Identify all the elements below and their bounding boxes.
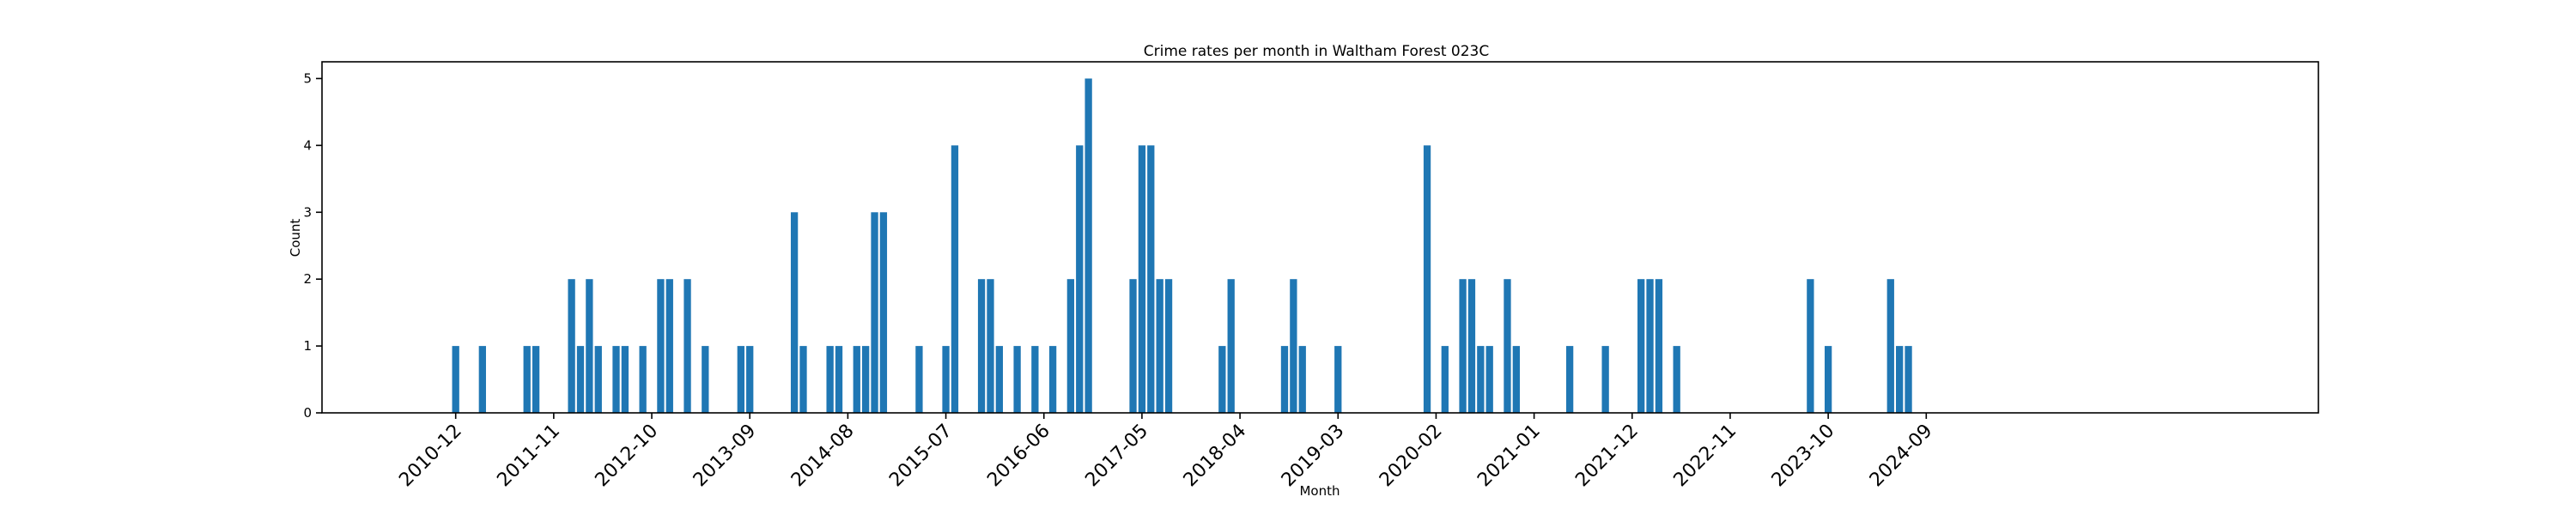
x-tick-label: 2017-05 bbox=[1081, 421, 1152, 492]
y-tick-label: 3 bbox=[303, 204, 312, 220]
x-tick-label: 2010-12 bbox=[395, 421, 466, 492]
bar-2014-11 bbox=[871, 212, 878, 413]
bar-2013-09 bbox=[746, 346, 754, 413]
bar-2014-09 bbox=[853, 346, 860, 413]
x-tick-label: 2013-09 bbox=[690, 421, 761, 492]
bar-2024-07 bbox=[1905, 346, 1912, 413]
x-tick-label: 2024-09 bbox=[1866, 421, 1937, 492]
bar-2020-08 bbox=[1485, 346, 1493, 413]
bar-2021-05 bbox=[1565, 346, 1574, 413]
bar-2014-03 bbox=[799, 346, 807, 413]
bar-2015-11 bbox=[977, 279, 986, 413]
chart-title: Crime rates per month in Waltham Forest … bbox=[1144, 43, 1490, 60]
bar-2012-07 bbox=[621, 346, 629, 413]
bar-2016-05 bbox=[1031, 346, 1039, 413]
bar-2024-06 bbox=[1896, 346, 1904, 413]
x-axis-title: Month bbox=[1299, 483, 1340, 499]
x-tick-label: 2014-08 bbox=[787, 421, 859, 492]
bar-2014-06 bbox=[826, 346, 834, 413]
bar-2012-04 bbox=[594, 346, 602, 413]
bar-2016-11 bbox=[1084, 78, 1092, 413]
bar-2020-10 bbox=[1504, 279, 1511, 413]
bar-2011-03 bbox=[478, 346, 486, 413]
bar-2019-03 bbox=[1334, 346, 1342, 413]
bar-2022-01 bbox=[1637, 279, 1645, 413]
x-tick-label: 2016-06 bbox=[983, 421, 1054, 492]
bar-2016-09 bbox=[1066, 279, 1075, 413]
bar-2020-03 bbox=[1441, 346, 1449, 413]
x-tick-label: 2020-02 bbox=[1376, 421, 1447, 492]
bar-2020-01 bbox=[1423, 145, 1431, 413]
bar-2013-08 bbox=[737, 346, 744, 413]
bar-2022-05 bbox=[1673, 346, 1680, 413]
bar-2014-02 bbox=[790, 212, 799, 413]
bar-2014-10 bbox=[862, 346, 870, 413]
bar-2012-12 bbox=[665, 279, 673, 413]
y-tick-label: 0 bbox=[303, 405, 312, 421]
bar-2013-04 bbox=[702, 346, 709, 413]
bar-2018-10 bbox=[1290, 279, 1297, 413]
x-tick-label: 2012-10 bbox=[592, 421, 663, 492]
bar-2017-06 bbox=[1147, 145, 1155, 413]
bar-2016-01 bbox=[995, 346, 1003, 413]
bar-2022-02 bbox=[1646, 279, 1654, 413]
bar-2023-10 bbox=[1824, 346, 1832, 413]
y-tick-label: 4 bbox=[303, 137, 312, 153]
bar-2012-09 bbox=[639, 346, 647, 413]
bar-2013-02 bbox=[683, 279, 691, 413]
bar-2012-03 bbox=[586, 279, 593, 413]
x-axis: 2010-12 2011-11 2012-10 2013-09 2014-08 2015-… bbox=[395, 413, 1937, 492]
bar-2018-09 bbox=[1280, 346, 1289, 413]
bar-2010-12 bbox=[452, 346, 459, 413]
x-tick-label: 2018-04 bbox=[1180, 421, 1251, 492]
bar-2014-12 bbox=[879, 212, 888, 413]
bar-2021-09 bbox=[1601, 346, 1609, 413]
bar-2020-11 bbox=[1512, 346, 1520, 413]
x-tick-label: 2022-11 bbox=[1670, 421, 1741, 492]
y-axis-title: Count bbox=[288, 219, 303, 258]
bar-2012-01 bbox=[568, 279, 575, 413]
y-tick-label: 1 bbox=[303, 338, 312, 354]
bar-2017-07 bbox=[1156, 279, 1163, 413]
bars-group bbox=[452, 78, 1912, 413]
bar-2017-04 bbox=[1129, 279, 1137, 413]
bar-2018-03 bbox=[1227, 279, 1235, 413]
bar-2020-07 bbox=[1477, 346, 1485, 413]
y-tick-label: 2 bbox=[303, 271, 312, 287]
plot-frame bbox=[321, 61, 2319, 414]
bar-2022-03 bbox=[1655, 279, 1663, 413]
bar-2016-10 bbox=[1076, 145, 1084, 413]
x-tick-label: 2019-03 bbox=[1278, 421, 1349, 492]
bar-2024-05 bbox=[1886, 279, 1894, 413]
bar-2015-04 bbox=[915, 346, 923, 413]
bar-2023-08 bbox=[1807, 279, 1814, 413]
bar-2020-06 bbox=[1467, 279, 1476, 413]
bar-2018-02 bbox=[1218, 346, 1226, 413]
bar-2016-07 bbox=[1048, 346, 1057, 413]
bar-2015-08 bbox=[951, 145, 959, 413]
bar-2020-05 bbox=[1459, 279, 1467, 413]
bar-2018-11 bbox=[1298, 346, 1306, 413]
x-tick-label: 2021-12 bbox=[1571, 421, 1643, 492]
bar-2011-09 bbox=[532, 346, 540, 413]
y-tick-label: 5 bbox=[303, 70, 312, 86]
bar-2015-12 bbox=[987, 279, 994, 413]
bar-2012-06 bbox=[612, 346, 620, 413]
bar-2012-11 bbox=[657, 279, 665, 413]
x-tick-label: 2011-11 bbox=[493, 421, 564, 492]
bar-2014-07 bbox=[835, 346, 843, 413]
bar-2012-02 bbox=[576, 346, 585, 413]
y-axis: 0 1 2 3 4 5 bbox=[303, 70, 322, 421]
bar-2016-03 bbox=[1013, 346, 1021, 413]
x-tick-label: 2023-10 bbox=[1768, 421, 1839, 492]
bar-2011-08 bbox=[523, 346, 531, 413]
x-tick-label: 2021-01 bbox=[1473, 421, 1545, 492]
x-tick-label: 2015-07 bbox=[885, 421, 957, 492]
bar-2017-05 bbox=[1138, 145, 1146, 413]
bar-2017-08 bbox=[1164, 279, 1173, 413]
bar-2015-07 bbox=[942, 346, 950, 413]
